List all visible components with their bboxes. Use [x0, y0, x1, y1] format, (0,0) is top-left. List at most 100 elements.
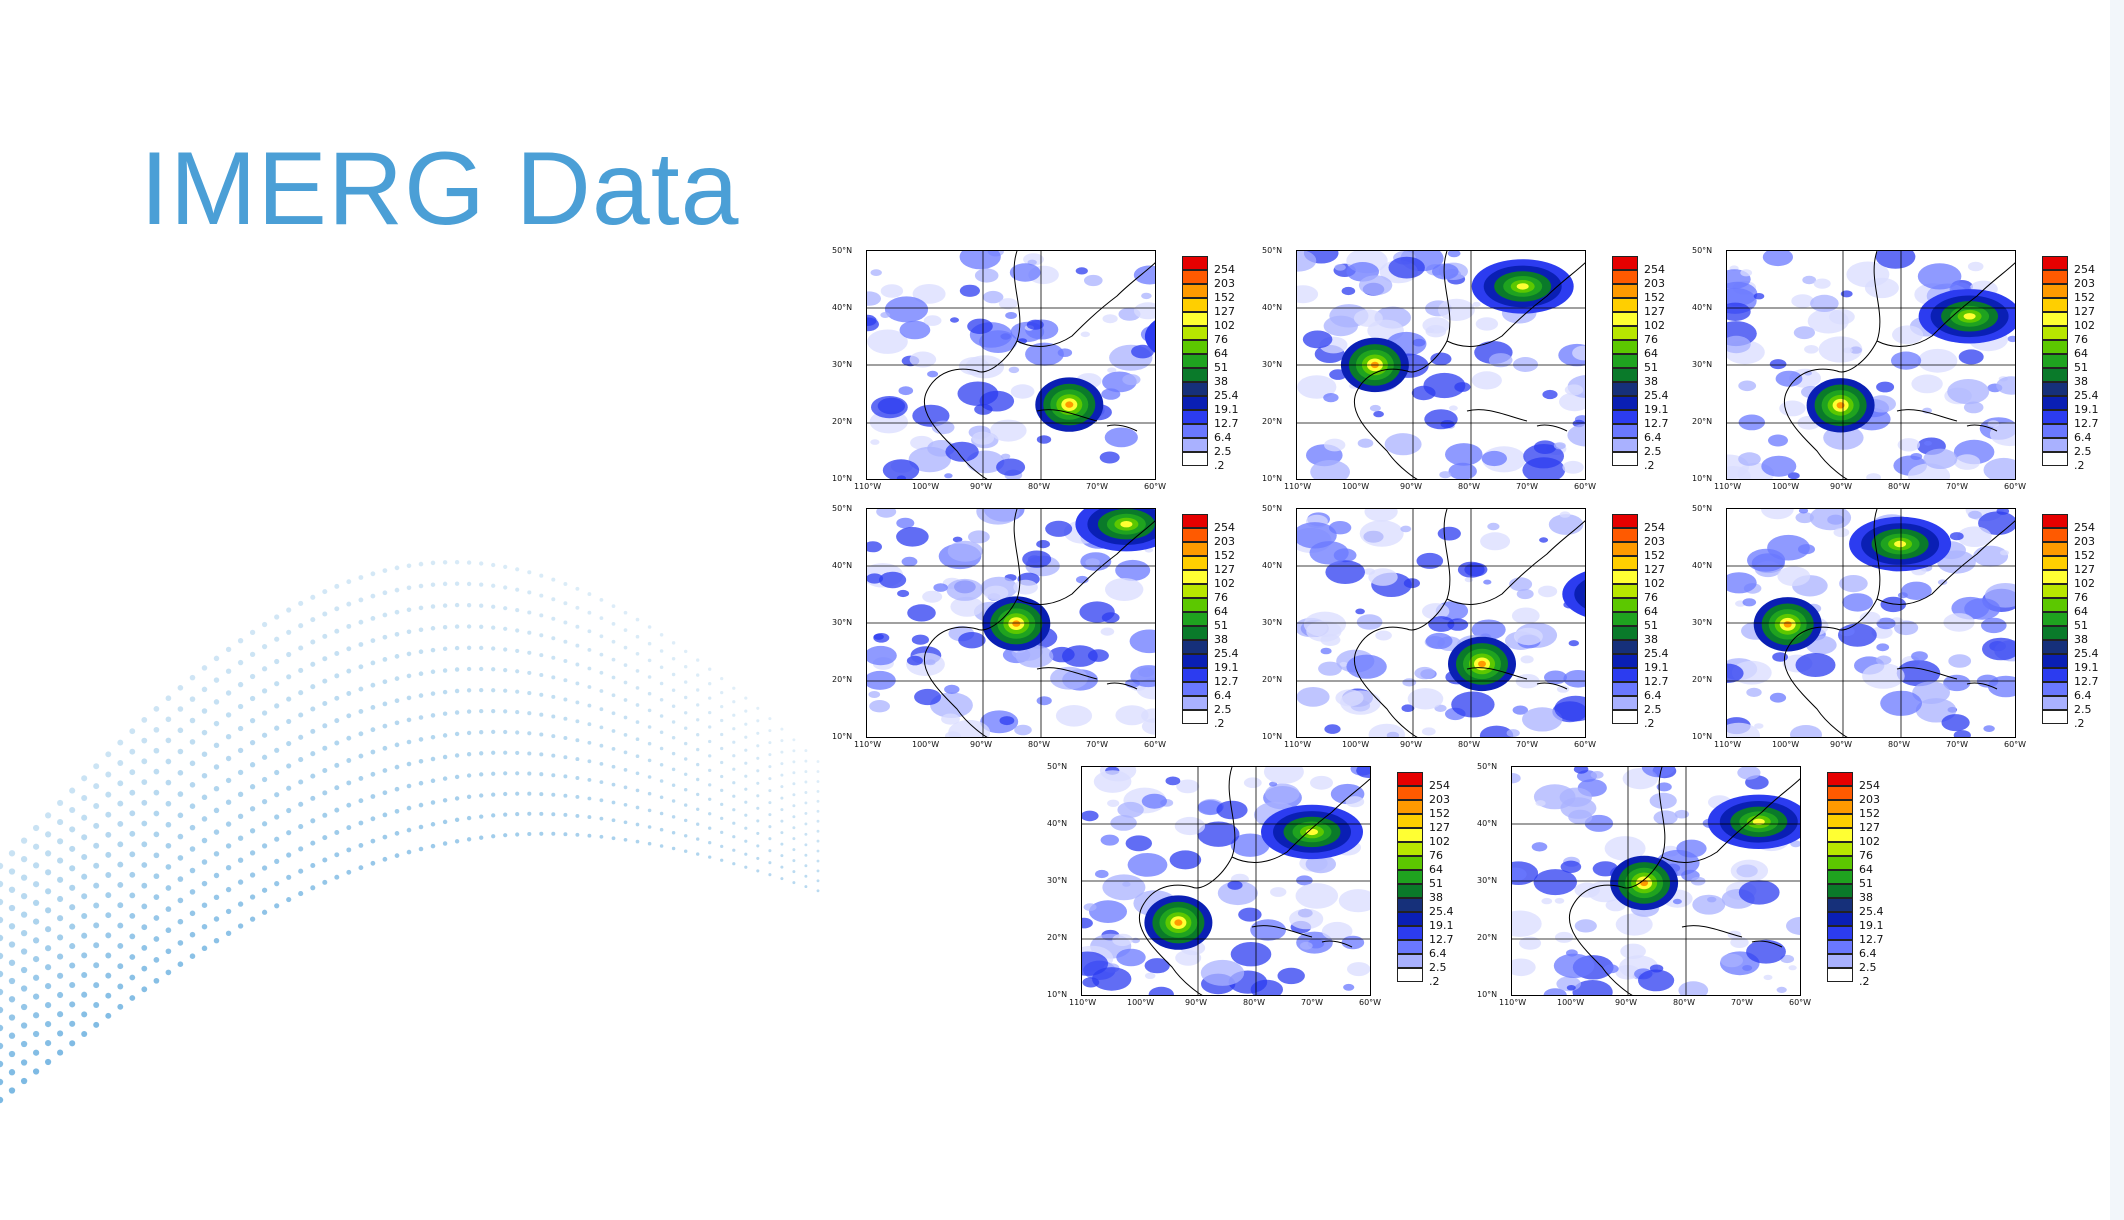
colorbar-label: 152 [1644, 549, 1665, 562]
colorbar-label: 102 [1644, 319, 1665, 332]
colorbar-swatch [1612, 696, 1638, 710]
latitude-tick-label: 10°N [832, 474, 853, 483]
colorbar-swatch [1397, 954, 1423, 968]
colorbar-swatch [1182, 668, 1208, 682]
colorbar-swatch [1827, 828, 1853, 842]
colorbar-label: 76 [1214, 591, 1228, 604]
colorbar-swatch [1182, 354, 1208, 368]
colorbar-label: 6.4 [1214, 689, 1232, 702]
colorbar-label: 25.4 [1644, 389, 1669, 402]
colorbar-swatch [2042, 326, 2068, 340]
colorbar-swatch [2042, 682, 2068, 696]
latitude-tick-label: 30°N [1692, 360, 1713, 369]
latitude-tick-label: 50°N [832, 504, 853, 513]
precip-map-panel: 50°N 40°N 30°N 20°N 10°N 110°W 100°W 90°W 80°W 70… [1686, 236, 2106, 492]
colorbar-swatch [1182, 696, 1208, 710]
colorbar-label: 127 [1214, 563, 1235, 576]
colorbar-label: 76 [1214, 333, 1228, 346]
colorbar-swatch [2042, 598, 2068, 612]
colorbar-swatch [2042, 668, 2068, 682]
colorbar-swatch [1827, 800, 1853, 814]
latitude-tick-label: 10°N [1262, 474, 1283, 483]
colorbar-swatch [1182, 326, 1208, 340]
longitude-tick-label: 70°W [1086, 482, 1109, 491]
longitude-tick-label: 110°W [1069, 998, 1097, 1007]
colorbar-label: 51 [1214, 619, 1228, 632]
longitude-tick-label: 90°W [1400, 740, 1423, 749]
colorbar-label: 6.4 [2074, 689, 2092, 702]
colorbar-label: 152 [1214, 291, 1235, 304]
colorbar-swatch [1612, 326, 1638, 340]
colorbar-swatch [1397, 912, 1423, 926]
colorbar-label: 254 [2074, 521, 2095, 534]
colorbar-label: 203 [1644, 535, 1665, 548]
colorbar-swatch [1182, 424, 1208, 438]
colorbar-label: 25.4 [1214, 389, 1239, 402]
colorbar-swatch [1612, 640, 1638, 654]
precip-map [1726, 508, 2016, 738]
latitude-tick-label: 50°N [1477, 762, 1498, 771]
longitude-tick-label: 100°W [1772, 482, 1800, 491]
longitude-tick-label: 100°W [912, 482, 940, 491]
colorbar-swatch [2042, 452, 2068, 466]
longitude-tick-label: 110°W [854, 482, 882, 491]
colorbar-swatch [1397, 884, 1423, 898]
colorbar-label: 64 [2074, 347, 2088, 360]
colorbar-swatch [1182, 584, 1208, 598]
precip-map-panel: 50°N 40°N 30°N 20°N 10°N 110°W 100°W 90°W 80°W 70… [1041, 752, 1461, 1008]
latitude-tick-label: 30°N [832, 618, 853, 627]
longitude-tick-label: 80°W [1028, 482, 1051, 491]
latitude-tick-label: 50°N [832, 246, 853, 255]
colorbar-swatch [1182, 626, 1208, 640]
colorbar-label: 254 [2074, 263, 2095, 276]
latitude-tick-label: 30°N [1047, 876, 1068, 885]
colorbar-swatch [2042, 556, 2068, 570]
colorbar-swatch [1612, 556, 1638, 570]
colorbar-label: 76 [1644, 591, 1658, 604]
colorbar-label: 152 [1859, 807, 1880, 820]
precip-map [1726, 250, 2016, 480]
longitude-tick-label: 100°W [1557, 998, 1585, 1007]
colorbar-swatch [1397, 898, 1423, 912]
colorbar-label: 25.4 [2074, 389, 2099, 402]
colorbar-label: 51 [2074, 619, 2088, 632]
colorbar-label: 51 [1859, 877, 1873, 890]
colorbar-label: 127 [1859, 821, 1880, 834]
colorbar-swatch [2042, 612, 2068, 626]
colorbar-label: 127 [1214, 305, 1235, 318]
latitude-tick-label: 40°N [1692, 561, 1713, 570]
latitude-tick-label: 40°N [1262, 561, 1283, 570]
latitude-tick-label: 20°N [1477, 933, 1498, 942]
colorbar-label: 76 [2074, 591, 2088, 604]
longitude-tick-label: 100°W [1127, 998, 1155, 1007]
precip-map-panel: 50°N 40°N 30°N 20°N 10°N 110°W 100°W 90°W 80°W 70… [826, 236, 1246, 492]
colorbar-swatch [1182, 514, 1208, 528]
colorbar-swatch [2042, 340, 2068, 354]
colorbar-label: 254 [1859, 779, 1880, 792]
longitude-tick-label: 80°W [1458, 482, 1481, 491]
colorbar-swatch [1612, 542, 1638, 556]
colorbar-swatch [1827, 968, 1853, 982]
colorbar-swatch [1612, 612, 1638, 626]
colorbar-swatch [1397, 786, 1423, 800]
colorbar-label: .2 [1214, 717, 1225, 730]
colorbar-swatch [1827, 884, 1853, 898]
latitude-tick-label: 40°N [1477, 819, 1498, 828]
colorbar-label: 2.5 [1214, 445, 1232, 458]
latitude-tick-label: 50°N [1692, 246, 1713, 255]
longitude-tick-label: 110°W [1714, 482, 1742, 491]
colorbar-swatch [1827, 786, 1853, 800]
colorbar-label: 76 [2074, 333, 2088, 346]
colorbar-swatch [2042, 626, 2068, 640]
colorbar-swatch [1612, 626, 1638, 640]
longitude-tick-label: 60°W [1574, 740, 1597, 749]
colorbar-label: 203 [1214, 277, 1235, 290]
colorbar-swatch [1827, 898, 1853, 912]
colorbar-swatch [1182, 452, 1208, 466]
colorbar-swatch [1182, 340, 1208, 354]
colorbar-swatch [2042, 368, 2068, 382]
colorbar-swatch [2042, 438, 2068, 452]
longitude-tick-label: 100°W [1342, 740, 1370, 749]
colorbar-swatch [2042, 270, 2068, 284]
colorbar-swatch [1612, 396, 1638, 410]
